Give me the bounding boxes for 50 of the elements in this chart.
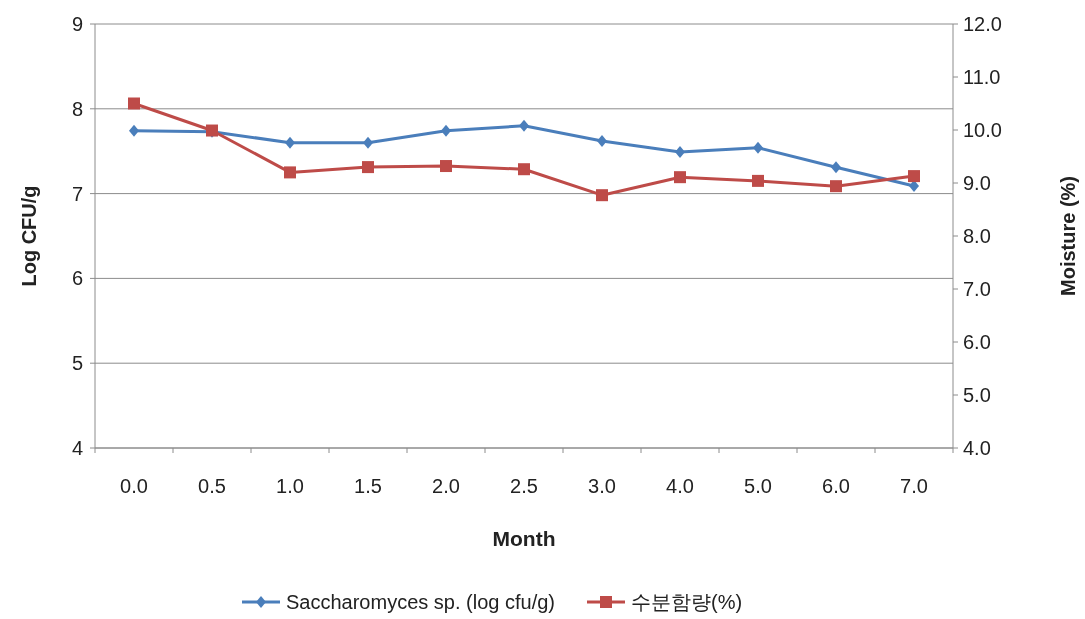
- y2-axis-title: Moisture (%): [1057, 176, 1079, 296]
- y2-tick-label: 7.0: [963, 278, 991, 300]
- x-tick-label: 1.5: [354, 475, 382, 497]
- y-tick-label: 7: [71, 182, 83, 205]
- y-tick-label: 9: [71, 13, 83, 35]
- point: [441, 124, 451, 137]
- point: [753, 141, 763, 154]
- x-tick-label: 5.0: [744, 475, 772, 497]
- point: [284, 166, 296, 179]
- point: [285, 136, 295, 149]
- legend-label: 수분함량(%): [631, 591, 743, 613]
- y2-tick-label: 4.0: [963, 437, 991, 459]
- y2-tick-label: 9.0: [963, 172, 991, 194]
- x-tick-label: 4.0: [666, 475, 694, 497]
- point: [519, 119, 529, 132]
- point: [830, 180, 842, 193]
- point: [440, 160, 452, 173]
- y2-tick-label: 11.0: [963, 66, 1001, 88]
- y-tick-label: 6: [71, 267, 83, 290]
- x-tick-label: 6.0: [822, 475, 850, 497]
- x-tick-label: 3.0: [588, 475, 616, 497]
- x-tick-label: 1.0: [276, 475, 304, 497]
- x-tick-label: 0.0: [120, 475, 148, 497]
- y2-tick-label: 5.0: [963, 384, 991, 406]
- x-axis-title: Month: [492, 527, 556, 550]
- point: [675, 146, 685, 159]
- point: [129, 124, 139, 137]
- y-tick-label: 4: [71, 437, 83, 459]
- point: [908, 170, 920, 183]
- x-tick-label: 7.0: [900, 475, 928, 497]
- legend-label: Saccharomyces sp. (log cfu/g): [286, 591, 555, 613]
- x-tick-label: 0.5: [198, 475, 226, 497]
- point: [597, 135, 607, 148]
- y-tick-label: 8: [71, 97, 83, 120]
- point: [596, 189, 608, 202]
- point: [363, 136, 373, 149]
- point: [674, 171, 686, 184]
- point: [362, 161, 374, 174]
- point: [831, 161, 841, 174]
- y2-tick-label: 8.0: [963, 225, 991, 247]
- point: [752, 174, 764, 187]
- y2-tick-label: 6.0: [963, 331, 991, 353]
- y2-tick-label: 10.0: [963, 119, 1002, 141]
- x-tick-label: 2.5: [510, 475, 538, 497]
- y-axis-title: Log CFU/g: [18, 185, 40, 287]
- y-tick-label: 5: [71, 352, 83, 375]
- y2-tick-label: 12.0: [963, 13, 1002, 35]
- point: [128, 97, 140, 110]
- point: [518, 163, 530, 176]
- x-tick-label: 2.0: [432, 475, 460, 497]
